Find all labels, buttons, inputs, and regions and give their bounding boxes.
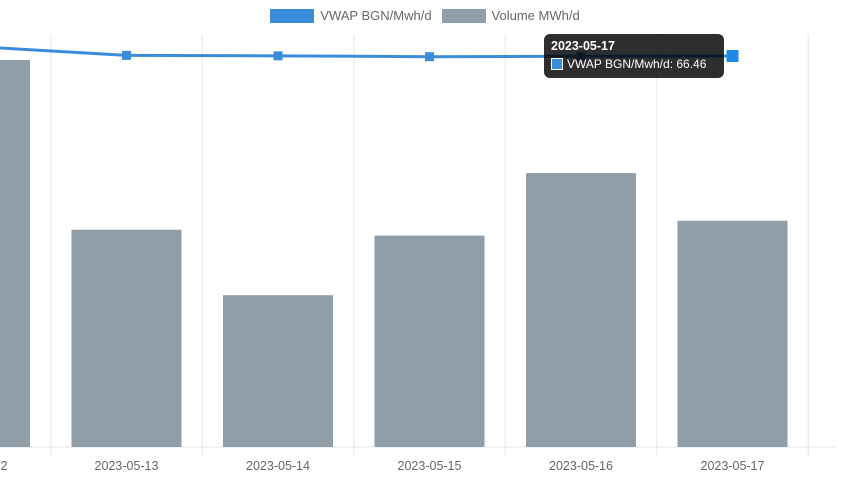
x-tick-label: 2023-05-15 [398, 459, 462, 473]
x-tick-label: 2 [1, 459, 8, 473]
legend: VWAP BGN/Mwh/d Volume MWh/d [0, 8, 850, 23]
bar-volume-2023-05-17[interactable] [677, 220, 788, 447]
bar-volume-2023-05-14[interactable] [223, 295, 333, 447]
legend-item-volume[interactable]: Volume MWh/d [441, 8, 580, 23]
x-tick-label: 2023-05-13 [95, 459, 159, 473]
x-tick-label: 2023-05-16 [549, 459, 613, 473]
x-tick-label: 2023-05-14 [246, 459, 310, 473]
tooltip-label: VWAP BGN/Mwh/d: 66.46 [567, 57, 707, 71]
legend-item-vwap[interactable]: VWAP BGN/Mwh/d [270, 8, 432, 23]
bar-volume-2023-05-16[interactable] [526, 173, 636, 447]
bar-volume-2023-05-12[interactable] [0, 60, 30, 447]
point-vwap-2023-05-15[interactable] [425, 52, 434, 62]
point-vwap-2023-05-14[interactable] [273, 51, 283, 61]
tooltip-row: VWAP BGN/Mwh/d: 66.46 [551, 55, 717, 73]
point-vwap-2023-05-13[interactable] [122, 50, 131, 60]
tooltip-swatch [551, 58, 563, 70]
x-tick-label: 2023-05-17 [701, 459, 765, 473]
tooltip: 2023-05-17 VWAP BGN/Mwh/d: 66.46 [544, 34, 724, 78]
legend-label-vwap: VWAP BGN/Mwh/d [320, 8, 432, 23]
legend-label-volume: Volume MWh/d [491, 8, 580, 23]
legend-swatch-volume [441, 8, 486, 23]
tooltip-title: 2023-05-17 [551, 39, 615, 53]
legend-swatch-vwap [270, 8, 315, 23]
point-vwap-2023-05-17[interactable] [726, 50, 739, 62]
bar-volume-2023-05-15[interactable] [374, 235, 485, 447]
bar-volume-2023-05-13[interactable] [71, 229, 182, 447]
